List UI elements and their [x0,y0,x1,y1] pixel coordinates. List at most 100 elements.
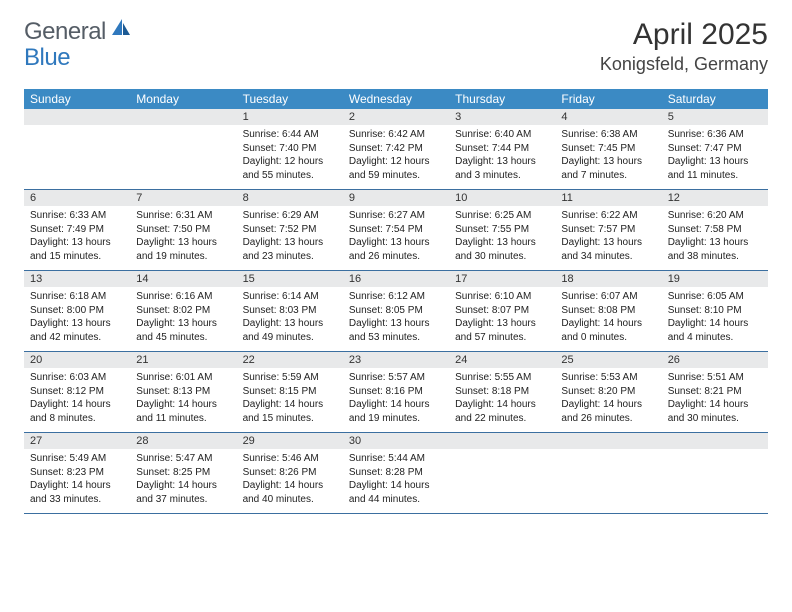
day-body: Sunrise: 6:38 AMSunset: 7:45 PMDaylight:… [555,125,661,188]
day-body: Sunrise: 5:51 AMSunset: 8:21 PMDaylight:… [662,368,768,431]
day-header-monday: Monday [130,89,236,109]
day-body: Sunrise: 6:18 AMSunset: 8:00 PMDaylight:… [24,287,130,350]
day-body: Sunrise: 6:03 AMSunset: 8:12 PMDaylight:… [24,368,130,431]
day-number: 9 [343,190,449,206]
day-body: Sunrise: 6:01 AMSunset: 8:13 PMDaylight:… [130,368,236,431]
day-cell: 1Sunrise: 6:44 AMSunset: 7:40 PMDaylight… [237,109,343,189]
day-header-saturday: Saturday [662,89,768,109]
sunset-text: Sunset: 8:18 PM [455,385,549,399]
day-number: 12 [662,190,768,206]
day-body [662,449,768,458]
sunrise-text: Sunrise: 5:46 AM [243,452,337,466]
day-number: 29 [237,433,343,449]
sunrise-text: Sunrise: 6:44 AM [243,128,337,142]
sunrise-text: Sunrise: 6:01 AM [136,371,230,385]
day-body: Sunrise: 6:33 AMSunset: 7:49 PMDaylight:… [24,206,130,269]
logo-text-blue: Blue [24,44,70,71]
day-cell [662,433,768,513]
day-number [24,109,130,125]
sunset-text: Sunset: 8:15 PM [243,385,337,399]
daylight-text: Daylight: 14 hours and 44 minutes. [349,479,443,506]
day-cell: 18Sunrise: 6:07 AMSunset: 8:08 PMDayligh… [555,271,661,351]
day-cell: 10Sunrise: 6:25 AMSunset: 7:55 PMDayligh… [449,190,555,270]
sunrise-text: Sunrise: 6:33 AM [30,209,124,223]
sunrise-text: Sunrise: 5:57 AM [349,371,443,385]
sunrise-text: Sunrise: 6:14 AM [243,290,337,304]
day-number: 23 [343,352,449,368]
sunset-text: Sunset: 7:52 PM [243,223,337,237]
day-body [555,449,661,458]
day-header-sunday: Sunday [24,89,130,109]
sunrise-text: Sunrise: 6:31 AM [136,209,230,223]
day-cell [24,109,130,189]
sunset-text: Sunset: 8:25 PM [136,466,230,480]
day-number: 25 [555,352,661,368]
day-number: 1 [237,109,343,125]
sunrise-text: Sunrise: 5:53 AM [561,371,655,385]
sunrise-text: Sunrise: 6:42 AM [349,128,443,142]
day-cell: 21Sunrise: 6:01 AMSunset: 8:13 PMDayligh… [130,352,236,432]
daylight-text: Daylight: 13 hours and 57 minutes. [455,317,549,344]
sunrise-text: Sunrise: 5:59 AM [243,371,337,385]
day-body: Sunrise: 6:07 AMSunset: 8:08 PMDaylight:… [555,287,661,350]
sunset-text: Sunset: 8:02 PM [136,304,230,318]
daylight-text: Daylight: 14 hours and 22 minutes. [455,398,549,425]
sunrise-text: Sunrise: 6:20 AM [668,209,762,223]
daylight-text: Daylight: 13 hours and 11 minutes. [668,155,762,182]
sunset-text: Sunset: 7:54 PM [349,223,443,237]
daylight-text: Daylight: 14 hours and 40 minutes. [243,479,337,506]
day-body: Sunrise: 6:14 AMSunset: 8:03 PMDaylight:… [237,287,343,350]
sunrise-text: Sunrise: 6:03 AM [30,371,124,385]
sunset-text: Sunset: 7:58 PM [668,223,762,237]
title-block: April 2025 Konigsfeld, Germany [600,18,768,75]
sunrise-text: Sunrise: 5:44 AM [349,452,443,466]
day-number: 17 [449,271,555,287]
day-body: Sunrise: 5:46 AMSunset: 8:26 PMDaylight:… [237,449,343,512]
day-number: 7 [130,190,236,206]
day-body: Sunrise: 6:25 AMSunset: 7:55 PMDaylight:… [449,206,555,269]
daylight-text: Daylight: 13 hours and 38 minutes. [668,236,762,263]
day-cell: 6Sunrise: 6:33 AMSunset: 7:49 PMDaylight… [24,190,130,270]
daylight-text: Daylight: 13 hours and 19 minutes. [136,236,230,263]
daylight-text: Daylight: 14 hours and 37 minutes. [136,479,230,506]
logo-sail-icon [110,17,132,42]
day-body [24,125,130,134]
day-number: 20 [24,352,130,368]
day-cell: 28Sunrise: 5:47 AMSunset: 8:25 PMDayligh… [130,433,236,513]
daylight-text: Daylight: 13 hours and 15 minutes. [30,236,124,263]
daylight-text: Daylight: 14 hours and 15 minutes. [243,398,337,425]
day-body: Sunrise: 5:44 AMSunset: 8:28 PMDaylight:… [343,449,449,512]
logo: General [24,18,134,46]
day-cell: 19Sunrise: 6:05 AMSunset: 8:10 PMDayligh… [662,271,768,351]
day-number: 24 [449,352,555,368]
day-cell: 7 Sunrise: 6:31 AMSunset: 7:50 PMDaylight… [130,190,236,270]
sunset-text: Sunset: 7:47 PM [668,142,762,156]
sunset-text: Sunset: 8:07 PM [455,304,549,318]
sunset-text: Sunset: 8:21 PM [668,385,762,399]
sunset-text: Sunset: 7:50 PM [136,223,230,237]
day-cell: 11Sunrise: 6:22 AMSunset: 7:57 PMDayligh… [555,190,661,270]
sunrise-text: Sunrise: 6:12 AM [349,290,443,304]
day-number: 11 [555,190,661,206]
day-cell: 29Sunrise: 5:46 AMSunset: 8:26 PMDayligh… [237,433,343,513]
daylight-text: Daylight: 14 hours and 19 minutes. [349,398,443,425]
day-cell: 24Sunrise: 5:55 AMSunset: 8:18 PMDayligh… [449,352,555,432]
sunrise-text: Sunrise: 6:07 AM [561,290,655,304]
week-row: 27Sunrise: 5:49 AMSunset: 8:23 PMDayligh… [24,433,768,514]
day-body: Sunrise: 5:49 AMSunset: 8:23 PMDaylight:… [24,449,130,512]
day-number: 16 [343,271,449,287]
location: Konigsfeld, Germany [600,54,768,75]
day-cell [449,433,555,513]
day-cell: 15Sunrise: 6:14 AMSunset: 8:03 PMDayligh… [237,271,343,351]
day-number: 14 [130,271,236,287]
daylight-text: Daylight: 14 hours and 33 minutes. [30,479,124,506]
daylight-text: Daylight: 14 hours and 11 minutes. [136,398,230,425]
day-body: Sunrise: 6:12 AMSunset: 8:05 PMDaylight:… [343,287,449,350]
day-header-wednesday: Wednesday [343,89,449,109]
daylight-text: Daylight: 13 hours and 23 minutes. [243,236,337,263]
sunset-text: Sunset: 8:16 PM [349,385,443,399]
daylight-text: Daylight: 13 hours and 26 minutes. [349,236,443,263]
daylight-text: Daylight: 13 hours and 49 minutes. [243,317,337,344]
day-cell: 23 Sunrise: 5:57 AMSunset: 8:16 PMDayligh… [343,352,449,432]
day-body: Sunrise: 6:22 AMSunset: 7:57 PMDaylight:… [555,206,661,269]
